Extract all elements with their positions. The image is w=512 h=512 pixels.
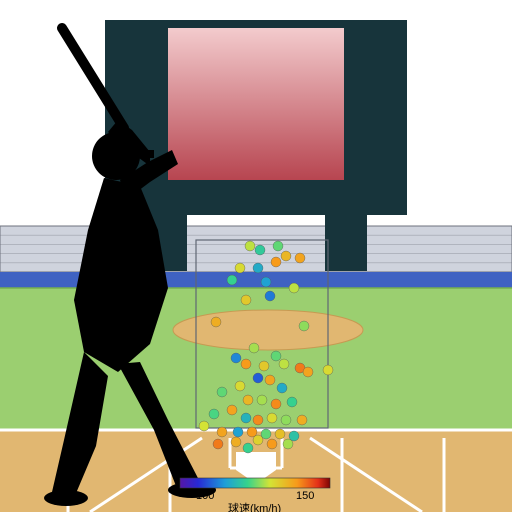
colorbar-tick-1: 150 (296, 490, 314, 502)
colorbar-tick-0: 100 (196, 490, 214, 502)
colorbar-axis-label: 球速(km/h) (228, 500, 281, 512)
chart-svg (0, 0, 512, 512)
pitch-location-chart: 100 150 球速(km/h) (0, 0, 512, 512)
